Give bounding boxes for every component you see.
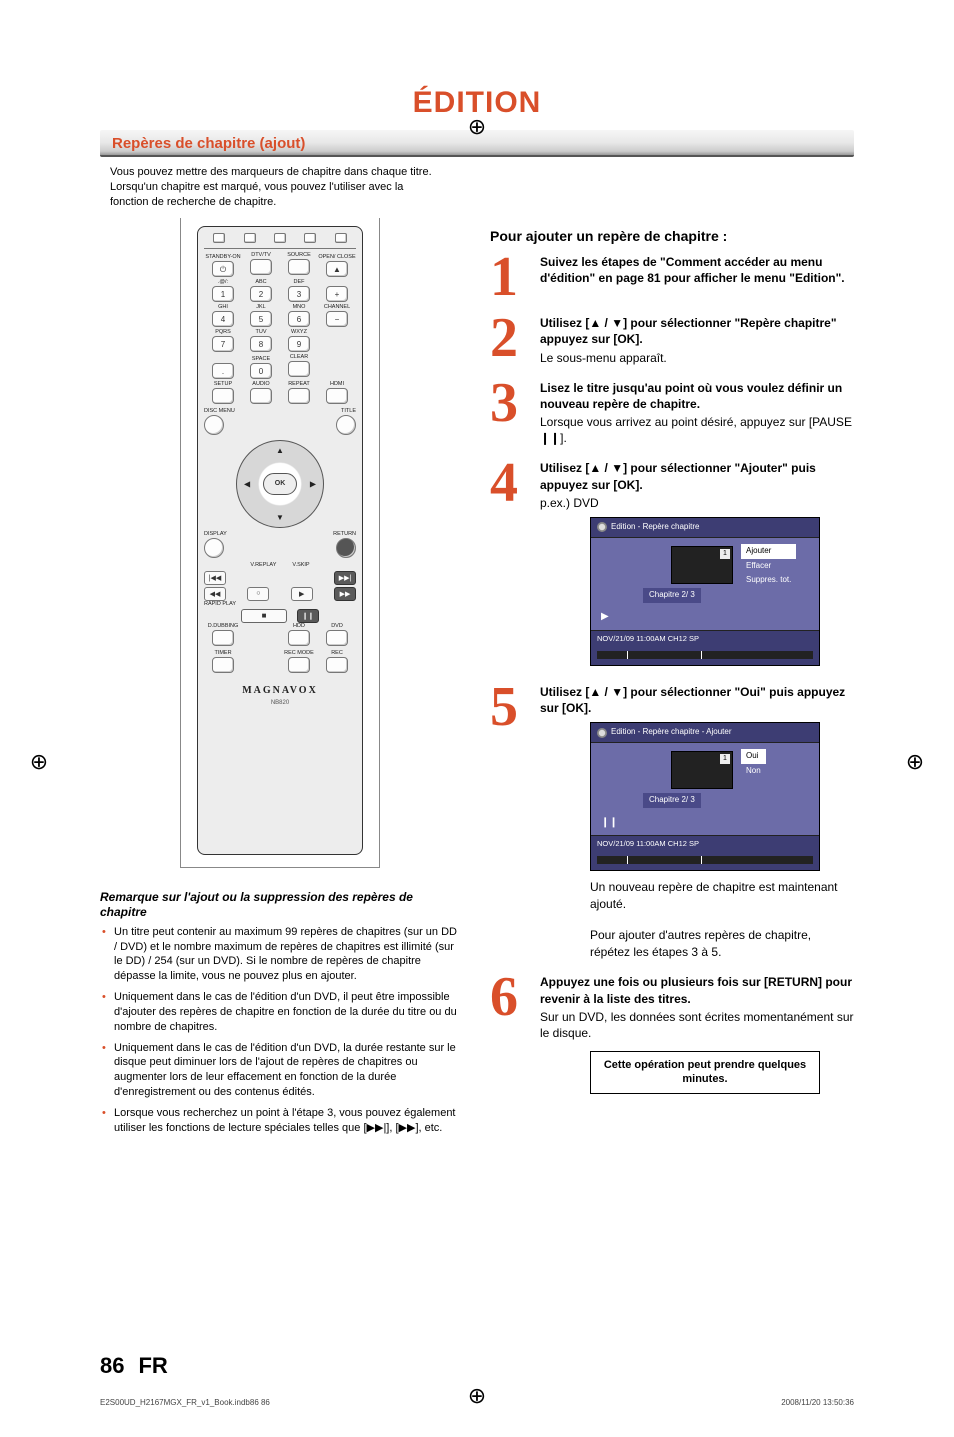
step-lead: Appuyez une fois ou plusieurs fois sur […: [540, 975, 852, 1005]
step-lead: Utilisez [▲ / ▼] pour sélectionner "Repè…: [540, 316, 837, 346]
dpad: ▲ ▼ ◀ ▶ OK: [236, 440, 324, 528]
osd-panel-step4: Edition - Repère chapitre 1 Ajouter Effa…: [590, 517, 820, 666]
page-number: 86FR: [100, 1353, 168, 1379]
registration-mark-right: [904, 751, 926, 773]
osd-time: 1 : 05 : 00: [913, 842, 946, 852]
osd-badge: 1: [720, 549, 730, 559]
osd-chapter-line: Chapitre 2/ 3: [643, 793, 701, 808]
registration-mark-top: [466, 116, 488, 138]
after-osd-text-a: Un nouveau repère de chapitre est mainte…: [590, 879, 854, 913]
osd-pause-state: ❙❙: [601, 816, 618, 830]
right-column: Pour ajouter un repère de chapitre : 1 S…: [490, 210, 854, 1142]
osd-panel-step5: Edition - Repère chapitre - Ajouter 1 Ou…: [590, 722, 820, 871]
duration-note-box: Cette opération peut prendre quelques mi…: [590, 1051, 820, 1094]
step-5: 5 Utilisez [▲ / ▼] pour sélectionner "Ou…: [490, 684, 854, 960]
osd-title-text: Edition - Repère chapitre: [611, 522, 700, 533]
osd-menu-item: Ajouter: [741, 544, 796, 559]
footer-fineprint-left: E2S00UD_H2167MGX_FR_v1_Book.indb86 86: [100, 1398, 270, 1407]
disc-icon: [597, 728, 607, 738]
osd-menu-item: Non: [741, 764, 766, 779]
step-lead: Utilisez [▲ / ▼] pour sélectionner "Oui"…: [540, 685, 845, 715]
after-osd-text-b: Pour ajouter d'autres repères de chapitr…: [590, 927, 854, 961]
note-bullet: Uniquement dans le cas de l'édition d'un…: [114, 1041, 460, 1100]
disc-icon: [597, 522, 607, 532]
note-bullet: Lorsque vous recherchez un point à l'éta…: [114, 1106, 460, 1136]
step-4: 4 Utilisez [▲ / ▼] pour sélectionner "Aj…: [490, 460, 854, 669]
step-lead: Suivez les étapes de "Comment accéder au…: [540, 255, 845, 285]
step-number: 6: [490, 974, 540, 1022]
step-2: 2 Utilisez [▲ / ▼] pour sélectionner "Re…: [490, 315, 854, 366]
step-3: 3 Lisez le titre jusqu'au point où vous …: [490, 380, 854, 447]
note-title: Remarque sur l'ajout ou la suppression d…: [100, 890, 460, 921]
step-number: 2: [490, 315, 540, 363]
step-number: 3: [490, 380, 540, 428]
step-1: 1 Suivez les étapes de "Comment accéder …: [490, 254, 854, 302]
osd-footer-info: NOV/21/09 11:00AM CH12 SP: [591, 630, 819, 647]
model-label: NB820: [204, 700, 356, 706]
osd-menu-item: Oui: [741, 749, 766, 764]
remote-control-figure: STANDBY-ON⏻ DTV/TV SOURCE OPEN/ CLOSE▲ .…: [180, 218, 380, 868]
step-sub: Sur un DVD, les données sont écrites mom…: [540, 1009, 854, 1041]
step-lead: Lisez le titre jusqu'au point où vous vo…: [540, 381, 842, 411]
intro-paragraph: Vous pouvez mettre des marqueurs de chap…: [110, 165, 440, 210]
osd-time: 1 : 05 : 00: [913, 637, 946, 647]
right-heading: Pour ajouter un repère de chapitre :: [490, 228, 854, 244]
step-6: 6 Appuyez une fois ou plusieurs fois sur…: [490, 974, 854, 1093]
step-number: 5: [490, 684, 540, 732]
brand-logo: MAGNAVOX: [204, 685, 356, 696]
step-sub: p.ex.) DVD: [540, 495, 854, 511]
note-bullet: Uniquement dans le cas de l'édition d'un…: [114, 990, 460, 1035]
step-number: 4: [490, 460, 540, 508]
osd-badge: 1: [720, 754, 730, 764]
osd-menu-item: Suppres. tot.: [741, 573, 796, 588]
registration-mark-bottom: [466, 1385, 488, 1407]
left-column: STANDBY-ON⏻ DTV/TV SOURCE OPEN/ CLOSE▲ .…: [100, 210, 460, 1142]
osd-play-state: ▶: [601, 610, 609, 624]
osd-title-text: Edition - Repère chapitre - Ajouter: [611, 727, 732, 738]
registration-mark-left: [28, 751, 50, 773]
osd-chapter-line: Chapitre 2/ 3: [643, 588, 701, 603]
note-bullet: Un titre peut contenir au maximum 99 rep…: [114, 925, 460, 984]
osd-menu-item: Effacer: [741, 559, 796, 574]
step-number: 1: [490, 254, 540, 302]
step-sub: Lorsque vous arrivez au point désiré, ap…: [540, 414, 854, 446]
remote-body: STANDBY-ON⏻ DTV/TV SOURCE OPEN/ CLOSE▲ .…: [197, 226, 363, 855]
osd-footer-info: NOV/21/09 11:00AM CH12 SP: [591, 835, 819, 852]
step-lead: Utilisez [▲ / ▼] pour sélectionner "Ajou…: [540, 461, 816, 491]
footer-fineprint-right: 2008/11/20 13:50:36: [781, 1398, 854, 1407]
note-bullets: Un titre peut contenir au maximum 99 rep…: [100, 925, 460, 1136]
step-sub: Le sous-menu apparaît.: [540, 350, 854, 366]
